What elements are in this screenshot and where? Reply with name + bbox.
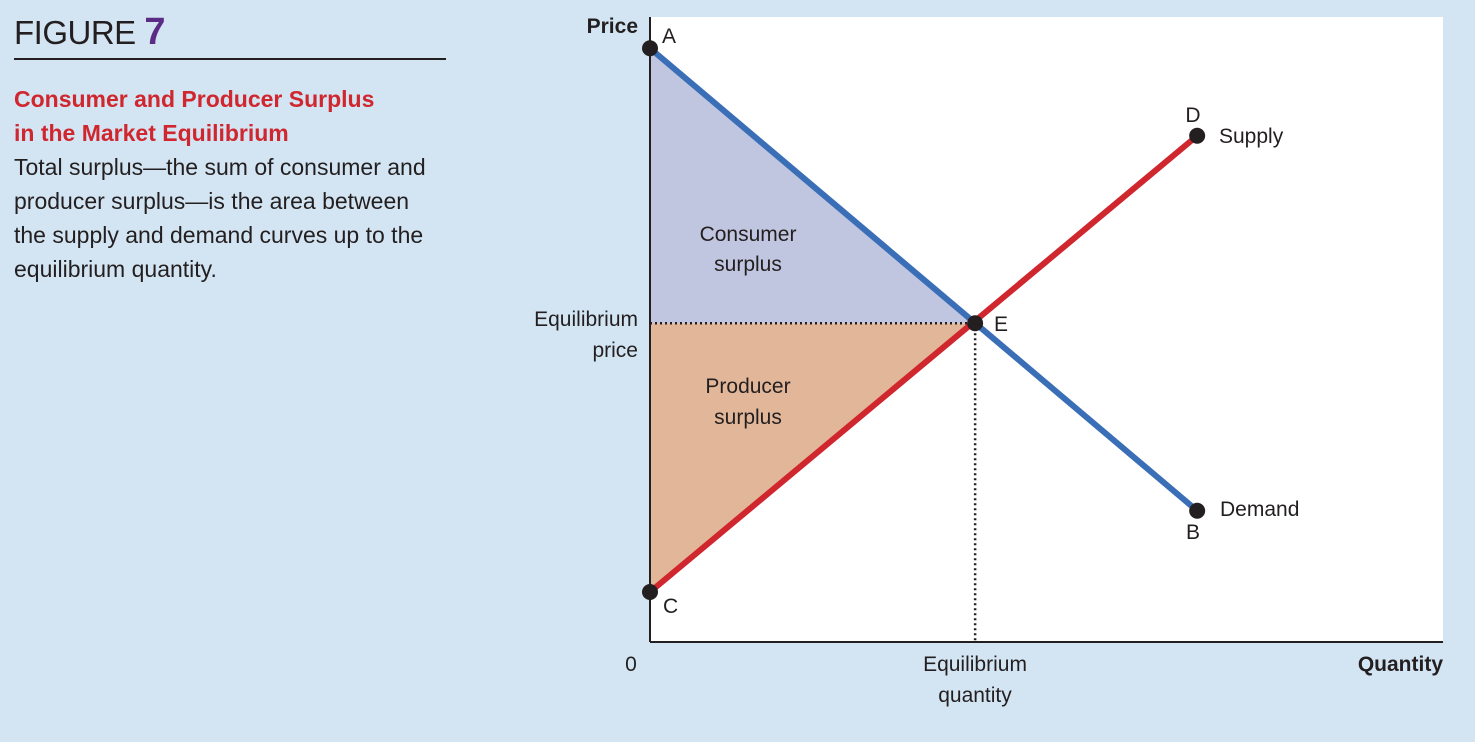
equilibrium-quantity-label-line-2: quantity xyxy=(938,684,1012,707)
consumer-surplus-label-line-2: surplus xyxy=(714,253,782,276)
consumer-surplus-label-line-1: Consumer xyxy=(700,223,797,246)
point-a-label: A xyxy=(662,25,676,48)
y-axis-title: Price xyxy=(587,15,638,38)
producer-surplus-label-line-1: Producer xyxy=(705,375,790,398)
point-c-label: C xyxy=(663,595,678,618)
producer-surplus-label-line-2: surplus xyxy=(714,406,782,429)
point-b-label: B xyxy=(1186,521,1200,544)
equilibrium-price-label-line-2: price xyxy=(592,339,638,362)
origin-label: 0 xyxy=(625,653,637,676)
point-d-marker xyxy=(1189,128,1205,144)
equilibrium-point-label: E xyxy=(994,313,1008,336)
equilibrium-point-marker xyxy=(967,315,983,331)
point-d-label: D xyxy=(1185,104,1200,127)
point-c-marker xyxy=(642,584,658,600)
demand-label: Demand xyxy=(1220,498,1299,521)
equilibrium-price-label-line-1: Equilibrium xyxy=(534,308,638,331)
supply-label: Supply xyxy=(1219,125,1284,148)
equilibrium-quantity-label-line-1: Equilibrium xyxy=(923,653,1027,676)
point-a-marker xyxy=(642,40,658,56)
point-b-marker xyxy=(1189,503,1205,519)
x-axis-title: Quantity xyxy=(1358,653,1443,676)
